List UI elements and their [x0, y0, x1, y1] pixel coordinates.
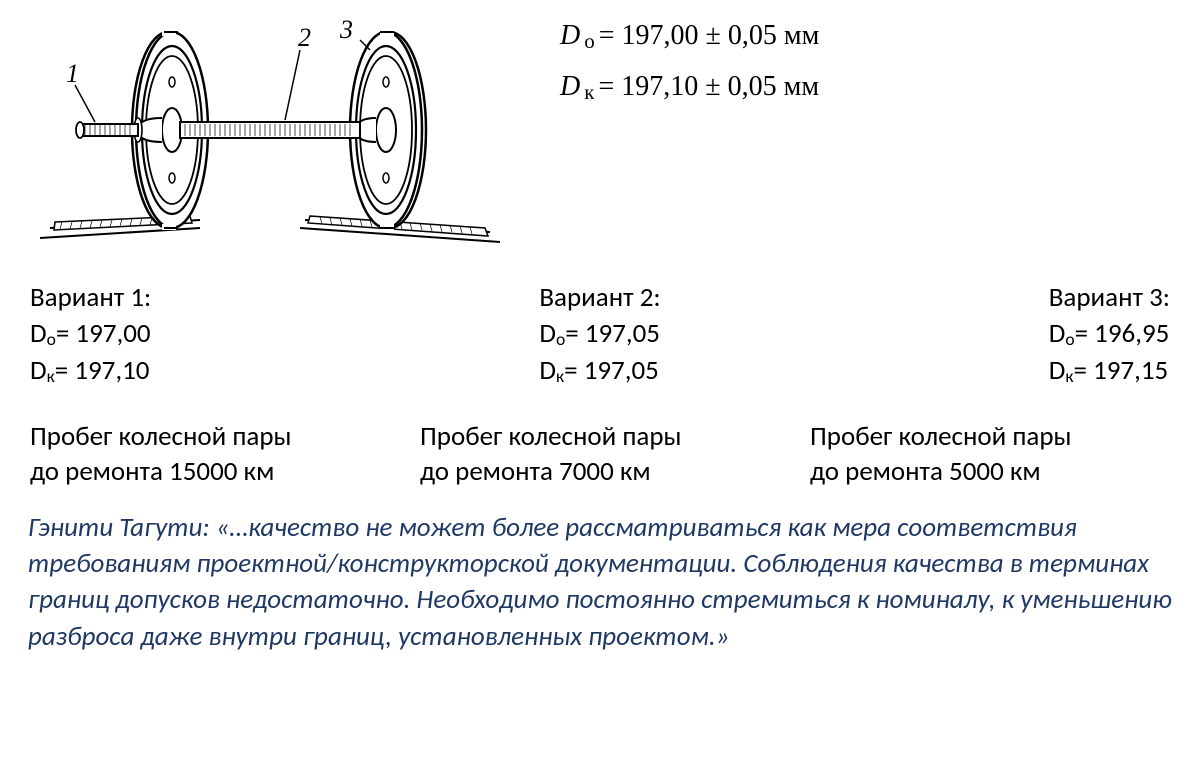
variant-1-title: Вариант 1: — [30, 280, 151, 316]
variant-2: Вариант 2: Dо= 197,05 Dк= 197,05 — [539, 280, 660, 389]
variant-1-dk: Dк= 197,10 — [30, 353, 151, 389]
mileage-2: Пробег колесной пары до ремонта 7000 км — [420, 419, 780, 489]
formula-do-value: = 197,00 ± 0,05 мм — [599, 14, 820, 59]
variant-1: Вариант 1: Dо= 197,00 Dк= 197,10 — [30, 280, 151, 389]
variant-2-do: Dо= 197,05 — [539, 316, 660, 352]
formulas-block: Dо = 197,00 ± 0,05 мм Dк = 197,10 ± 0,05… — [560, 10, 819, 116]
mileage-3: Пробег колесной пары до ремонта 5000 км — [810, 419, 1170, 489]
variant-2-title: Вариант 2: — [539, 280, 660, 316]
formula-do-var: D — [560, 14, 580, 59]
diagram-label-2: 2 — [298, 23, 311, 52]
quote-author: Гэнити Тагути: — [28, 511, 216, 544]
formula-do: Dо = 197,00 ± 0,05 мм — [560, 14, 819, 59]
diagram-label-3: 3 — [339, 15, 353, 44]
variant-3: Вариант 3: Dо= 196,95 Dк= 197,15 — [1049, 280, 1170, 389]
variants-row: Вариант 1: Dо= 197,00 Dк= 197,10 Вариант… — [20, 280, 1180, 389]
variant-3-dk: Dк= 197,15 — [1049, 353, 1170, 389]
formula-dk: Dк = 197,10 ± 0,05 мм — [560, 65, 819, 110]
variant-1-do: Dо= 197,00 — [30, 316, 151, 352]
formula-dk-value: = 197,10 ± 0,05 мм — [598, 65, 819, 110]
mileage-1: Пробег колесной пары до ремонта 15000 км — [30, 419, 390, 489]
variant-3-title: Вариант 3: — [1049, 280, 1170, 316]
formula-do-sub: о — [584, 25, 595, 59]
wheelset-diagram: 1 2 3 — [20, 10, 520, 250]
taguchi-quote: Гэнити Тагути: «…качество не может более… — [20, 510, 1180, 656]
mileage-row: Пробег колесной пары до ремонта 15000 км… — [20, 419, 1180, 489]
formula-dk-var: D — [560, 65, 580, 110]
diagram-label-1: 1 — [66, 59, 79, 88]
variant-3-do: Dо= 196,95 — [1049, 316, 1170, 352]
variant-2-dk: Dк= 197,05 — [539, 353, 660, 389]
formula-dk-sub: к — [584, 76, 594, 110]
